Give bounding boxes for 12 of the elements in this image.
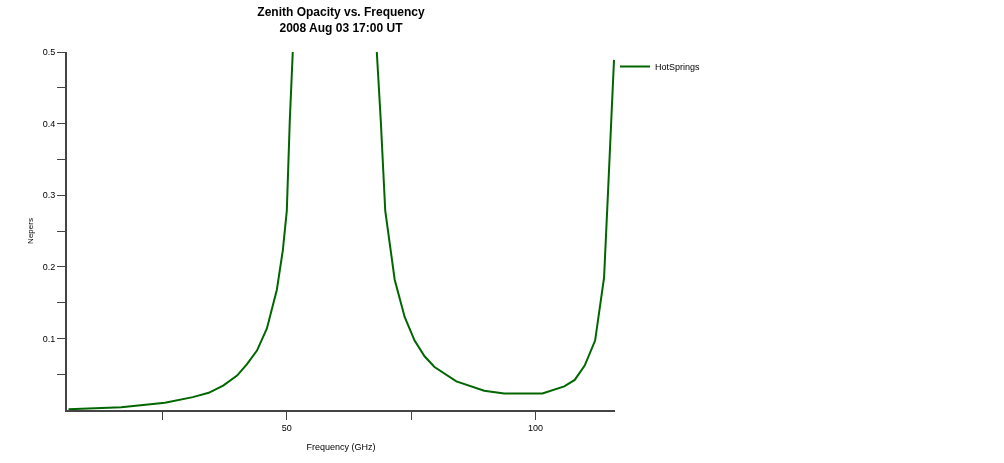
legend-label: HotSprings	[655, 62, 701, 73]
y-axis-title: Nepers	[25, 218, 35, 244]
x-tick-label: 100	[527, 422, 543, 433]
y-tick-label: 0.2	[42, 261, 56, 272]
x-axis-title: Frequency (GHz)	[306, 442, 376, 453]
y-tick-label: 0.4	[42, 118, 56, 129]
y-tick-label: 0.5	[42, 47, 56, 58]
chart-subtitle: 2008 Aug 03 17:00 UT	[279, 20, 404, 35]
y-tick-label: 0.1	[42, 333, 56, 344]
chart-title: Zenith Opacity vs. Frequency	[257, 5, 426, 20]
x-tick-label: 50	[281, 422, 292, 433]
y-tick-label: 0.3	[42, 190, 56, 201]
